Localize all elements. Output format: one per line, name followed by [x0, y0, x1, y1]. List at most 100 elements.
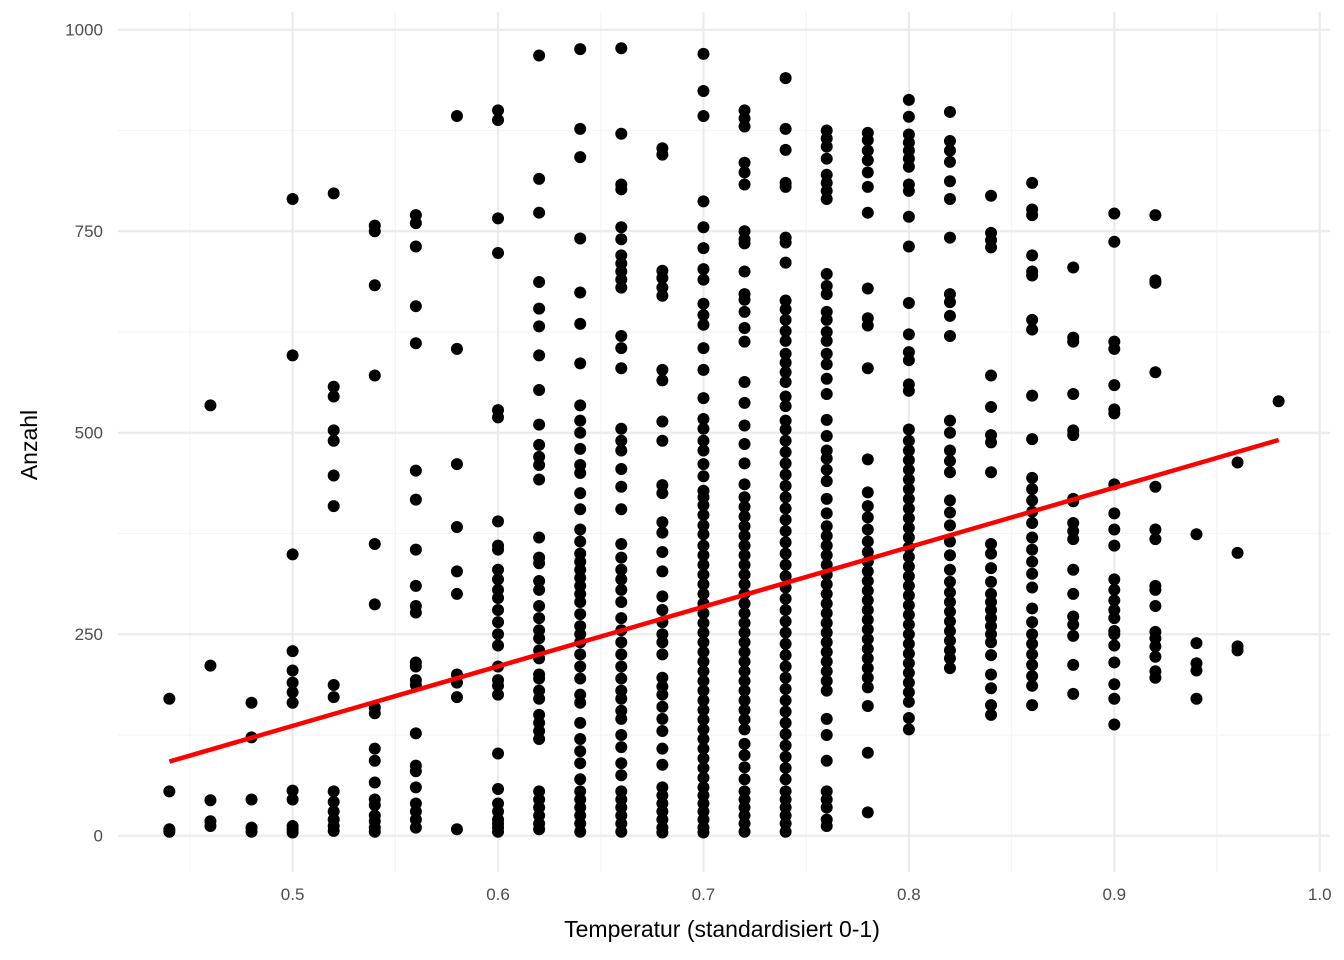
data-point	[779, 604, 792, 617]
data-point	[902, 502, 915, 515]
data-point	[820, 636, 833, 649]
data-point	[574, 595, 587, 608]
data-point	[492, 639, 505, 652]
data-point	[204, 659, 217, 672]
data-point	[1108, 583, 1121, 596]
data-point	[1190, 528, 1203, 541]
data-point	[738, 293, 751, 306]
data-point	[1067, 429, 1080, 442]
data-point	[902, 184, 915, 197]
data-point	[1149, 533, 1162, 546]
data-point	[820, 801, 833, 814]
data-point	[656, 826, 669, 839]
y-axis-ticks: 0 250 500 750 1000	[65, 21, 103, 846]
data-point	[943, 563, 956, 576]
data-point	[327, 424, 340, 437]
data-point	[943, 535, 956, 548]
data-point	[574, 357, 587, 370]
data-point	[409, 781, 422, 794]
data-point	[861, 642, 874, 655]
data-point	[943, 595, 956, 608]
data-point	[820, 388, 833, 401]
data-point	[368, 707, 381, 720]
data-point	[779, 825, 792, 838]
data-point	[943, 444, 956, 457]
data-point	[368, 537, 381, 550]
data-point	[615, 672, 628, 685]
data-point	[1149, 650, 1162, 663]
data-point	[861, 604, 874, 617]
data-point	[615, 422, 628, 435]
data-point	[1149, 523, 1162, 536]
data-point	[738, 616, 751, 629]
data-point	[738, 265, 751, 278]
data-point	[985, 436, 998, 449]
data-point	[779, 739, 792, 752]
data-point	[943, 155, 956, 168]
data-point	[697, 665, 710, 678]
data-point	[574, 648, 587, 661]
data-point	[697, 713, 710, 726]
data-point	[902, 599, 915, 612]
data-point	[779, 536, 792, 549]
data-point	[985, 668, 998, 681]
data-point	[574, 523, 587, 536]
data-point	[1108, 639, 1121, 652]
data-point	[902, 93, 915, 106]
data-point	[697, 694, 710, 707]
data-point	[820, 520, 833, 533]
data-point	[533, 557, 546, 570]
data-point	[1108, 207, 1121, 220]
data-point	[656, 590, 669, 603]
data-point	[409, 217, 422, 230]
data-point	[697, 470, 710, 483]
data-point	[574, 467, 587, 480]
data-point	[1108, 594, 1121, 607]
data-point	[1108, 235, 1121, 248]
data-point	[533, 438, 546, 451]
data-point	[738, 237, 751, 250]
data-point	[697, 771, 710, 784]
data-point	[1108, 523, 1121, 536]
major-gridlines	[118, 12, 1330, 872]
data-point	[1108, 718, 1121, 731]
data-point	[820, 587, 833, 600]
data-point	[368, 279, 381, 292]
data-point	[902, 637, 915, 650]
data-point	[492, 616, 505, 629]
data-point	[943, 231, 956, 244]
data-point	[327, 380, 340, 393]
data-point	[943, 105, 956, 118]
data-point	[1026, 433, 1039, 446]
data-point	[779, 547, 792, 560]
data-point	[1026, 699, 1039, 712]
data-point	[861, 166, 874, 179]
data-point	[450, 587, 463, 600]
data-point	[656, 712, 669, 725]
data-point	[1149, 600, 1162, 613]
data-point	[286, 548, 299, 561]
data-point	[574, 232, 587, 245]
data-point	[820, 645, 833, 658]
data-point	[286, 793, 299, 806]
data-point	[738, 166, 751, 179]
data-point	[985, 400, 998, 413]
data-point	[615, 712, 628, 725]
data-point	[697, 499, 710, 512]
data-point	[943, 575, 956, 588]
data-point	[779, 637, 792, 650]
data-point	[574, 151, 587, 164]
data-point	[738, 674, 751, 687]
data-point	[902, 550, 915, 563]
data-point	[902, 723, 915, 736]
data-point	[902, 628, 915, 641]
data-point	[861, 575, 874, 588]
data-point	[861, 206, 874, 219]
data-point	[615, 342, 628, 355]
data-point	[738, 645, 751, 658]
data-point	[861, 134, 874, 147]
data-point	[902, 712, 915, 725]
data-point	[615, 233, 628, 246]
data-point	[204, 820, 217, 833]
data-point	[902, 570, 915, 583]
